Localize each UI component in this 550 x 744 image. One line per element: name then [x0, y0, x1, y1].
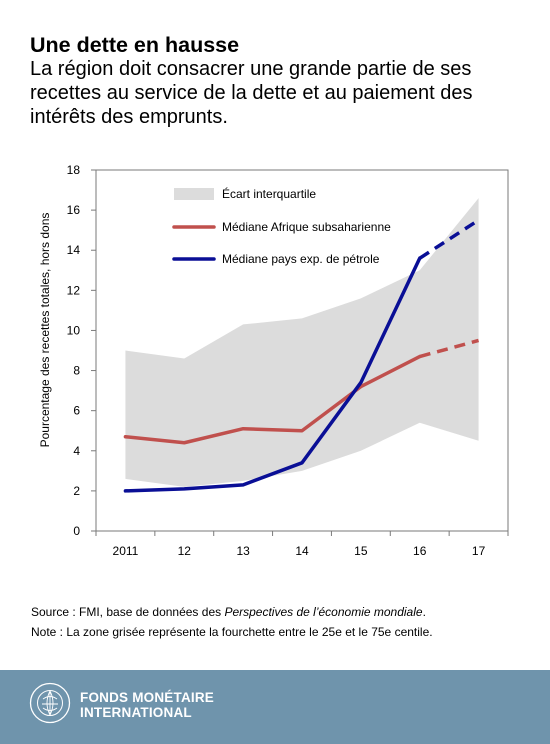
interquartile-band [125, 198, 479, 487]
y-tick-label: 16 [67, 203, 81, 217]
y-tick-label: 14 [67, 243, 81, 257]
chart-legend: Écart interquartile Médiane Afrique subsa… [172, 186, 391, 266]
source-note: Source : FMI, base de données des Perspe… [31, 602, 433, 622]
shading-note: Note : La zone grisée représente la four… [31, 625, 433, 639]
chart-notes: Source : FMI, base de données des Perspe… [31, 602, 433, 642]
imf-name-line1: FONDS MONÉTAIRE [80, 690, 214, 705]
y-tick-label: 12 [67, 283, 81, 297]
y-tick-label: 6 [73, 404, 80, 418]
x-tick-label: 12 [178, 544, 192, 558]
x-tick-label: 17 [472, 544, 486, 558]
imf-name-line2: INTERNATIONAL [80, 705, 192, 720]
page-title: Une dette en hausse [30, 33, 240, 57]
y-axis-label: Pourcentage des recettes totales, hors d… [38, 213, 52, 448]
page-subtitle: La région doit consacrer une grande part… [30, 58, 473, 128]
legend-swatch-band [174, 188, 214, 200]
x-tick-label: 2011 [113, 544, 139, 558]
plot-frame [95, 169, 509, 532]
y-tick-label: 10 [67, 323, 81, 337]
x-tick-label: 14 [295, 544, 309, 558]
imf-seal-logo [29, 682, 71, 724]
legend-label-2: Médiane pays exp. de pétrole [222, 252, 380, 266]
source-suffix: . [422, 605, 426, 619]
legend-label-band: Écart interquartile [222, 186, 316, 201]
series-layer [123, 218, 480, 493]
y-tick-label: 0 [73, 524, 80, 538]
series-line-2 [123, 256, 422, 493]
x-tick-label: 16 [413, 544, 427, 558]
axis-layer: 0 2 4 6 8 10 12 14 16 18 2011 12 13 14 15 16 17 [67, 163, 509, 558]
series-line-1 [123, 354, 422, 445]
y-tick-label: 8 [73, 364, 80, 378]
imf-name: FONDS MONÉTAIRE INTERNATIONAL [80, 690, 214, 720]
source-publication: Perspectives de l’économie mondiale [224, 605, 423, 619]
y-tick-label: 2 [73, 484, 80, 498]
y-tick-label: 4 [73, 444, 80, 458]
series-projection-2 [418, 218, 480, 260]
band-layer [125, 198, 479, 487]
x-tick-label: 13 [236, 544, 250, 558]
footer-banner [0, 670, 550, 744]
series-projection-1 [419, 338, 480, 359]
x-tick-label: 15 [354, 544, 368, 558]
source-prefix: Source : FMI, base de données des [31, 605, 225, 619]
line-chart: 0 2 4 6 8 10 12 14 16 18 2011 12 13 14 15 16 17 Écart in… [38, 163, 509, 558]
y-tick-label: 18 [67, 163, 81, 177]
legend-label-1: Médiane Afrique subsaharienne [222, 220, 391, 234]
